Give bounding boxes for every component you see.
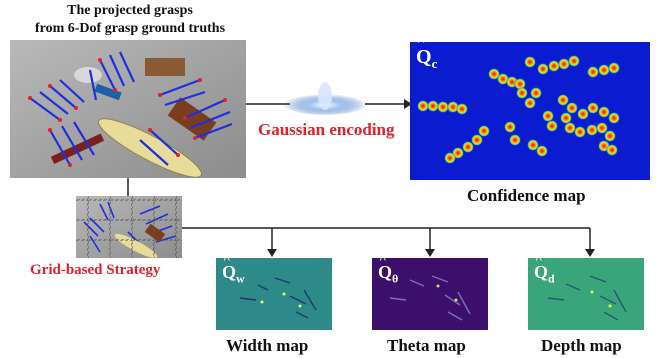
depth-symbol-q: Q <box>534 262 549 282</box>
confidence-caption: Confidence map <box>467 186 586 205</box>
width-symbol-q: Q <box>222 262 237 282</box>
scene-image <box>10 40 246 178</box>
gaussian-encoding-label: Gaussian encoding <box>258 120 395 139</box>
depth-caption: Depth map <box>541 336 622 355</box>
depth-symbol: ^ Qd <box>534 251 555 286</box>
arrow-head-theta <box>425 249 435 257</box>
gaussian-icon <box>283 82 367 115</box>
branch-connectors <box>182 227 591 250</box>
scene-title: The projected grasps from 6-Dof grasp gr… <box>10 2 250 38</box>
grid-image <box>76 196 182 259</box>
arrow-head-depth <box>585 249 595 257</box>
width-map <box>216 258 332 330</box>
theta-symbol-sub: θ <box>392 271 399 286</box>
width-symbol-sub: w <box>236 271 245 286</box>
theta-symbol-q: Q <box>378 262 393 282</box>
depth-map <box>528 258 644 330</box>
arrow-head-width <box>267 249 277 257</box>
theta-symbol: ^ Qθ <box>378 251 399 286</box>
arrow-head-confidence <box>404 99 412 109</box>
scene-title-line1: The projected grasps <box>67 3 193 18</box>
confidence-symbol-sub: c <box>431 56 438 71</box>
width-caption: Width map <box>226 336 309 355</box>
confidence-symbol-q: Q <box>416 46 432 68</box>
confidence-map <box>410 42 650 180</box>
depth-symbol-sub: d <box>548 271 555 286</box>
scene-title-line2: from 6-Dof grasp ground truths <box>34 21 226 36</box>
width-symbol: ^ Qw <box>222 251 245 286</box>
grid-strategy-label: Grid-based Strategy <box>30 262 161 278</box>
confidence-symbol: ^ Qc <box>416 34 438 71</box>
theta-map <box>372 258 488 330</box>
theta-caption: Theta map <box>387 336 466 355</box>
